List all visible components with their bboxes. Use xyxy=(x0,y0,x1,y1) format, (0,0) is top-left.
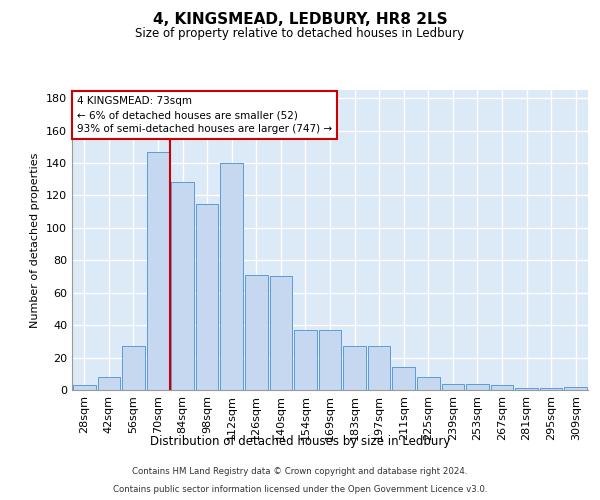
Bar xyxy=(146,152,169,390)
Bar xyxy=(343,346,366,390)
Bar xyxy=(442,384,464,390)
Text: Distribution of detached houses by size in Ledbury: Distribution of detached houses by size … xyxy=(150,435,450,448)
Text: 4, KINGSMEAD, LEDBURY, HR8 2LS: 4, KINGSMEAD, LEDBURY, HR8 2LS xyxy=(152,12,448,28)
Bar xyxy=(171,182,194,390)
Bar xyxy=(466,384,489,390)
Bar xyxy=(245,275,268,390)
Bar xyxy=(98,377,120,390)
Bar xyxy=(368,346,391,390)
Bar xyxy=(491,385,514,390)
Bar xyxy=(122,346,145,390)
Bar xyxy=(515,388,538,390)
Text: Size of property relative to detached houses in Ledbury: Size of property relative to detached ho… xyxy=(136,28,464,40)
Text: Contains public sector information licensed under the Open Government Licence v3: Contains public sector information licen… xyxy=(113,485,487,494)
Y-axis label: Number of detached properties: Number of detached properties xyxy=(31,152,40,328)
Bar xyxy=(196,204,218,390)
Bar xyxy=(540,388,562,390)
Bar xyxy=(392,368,415,390)
Bar xyxy=(220,163,243,390)
Bar xyxy=(319,330,341,390)
Bar xyxy=(417,377,440,390)
Bar xyxy=(294,330,317,390)
Bar xyxy=(565,387,587,390)
Bar xyxy=(73,385,95,390)
Text: Contains HM Land Registry data © Crown copyright and database right 2024.: Contains HM Land Registry data © Crown c… xyxy=(132,468,468,476)
Text: 4 KINGSMEAD: 73sqm
← 6% of detached houses are smaller (52)
93% of semi-detached: 4 KINGSMEAD: 73sqm ← 6% of detached hous… xyxy=(77,96,332,134)
Bar xyxy=(269,276,292,390)
